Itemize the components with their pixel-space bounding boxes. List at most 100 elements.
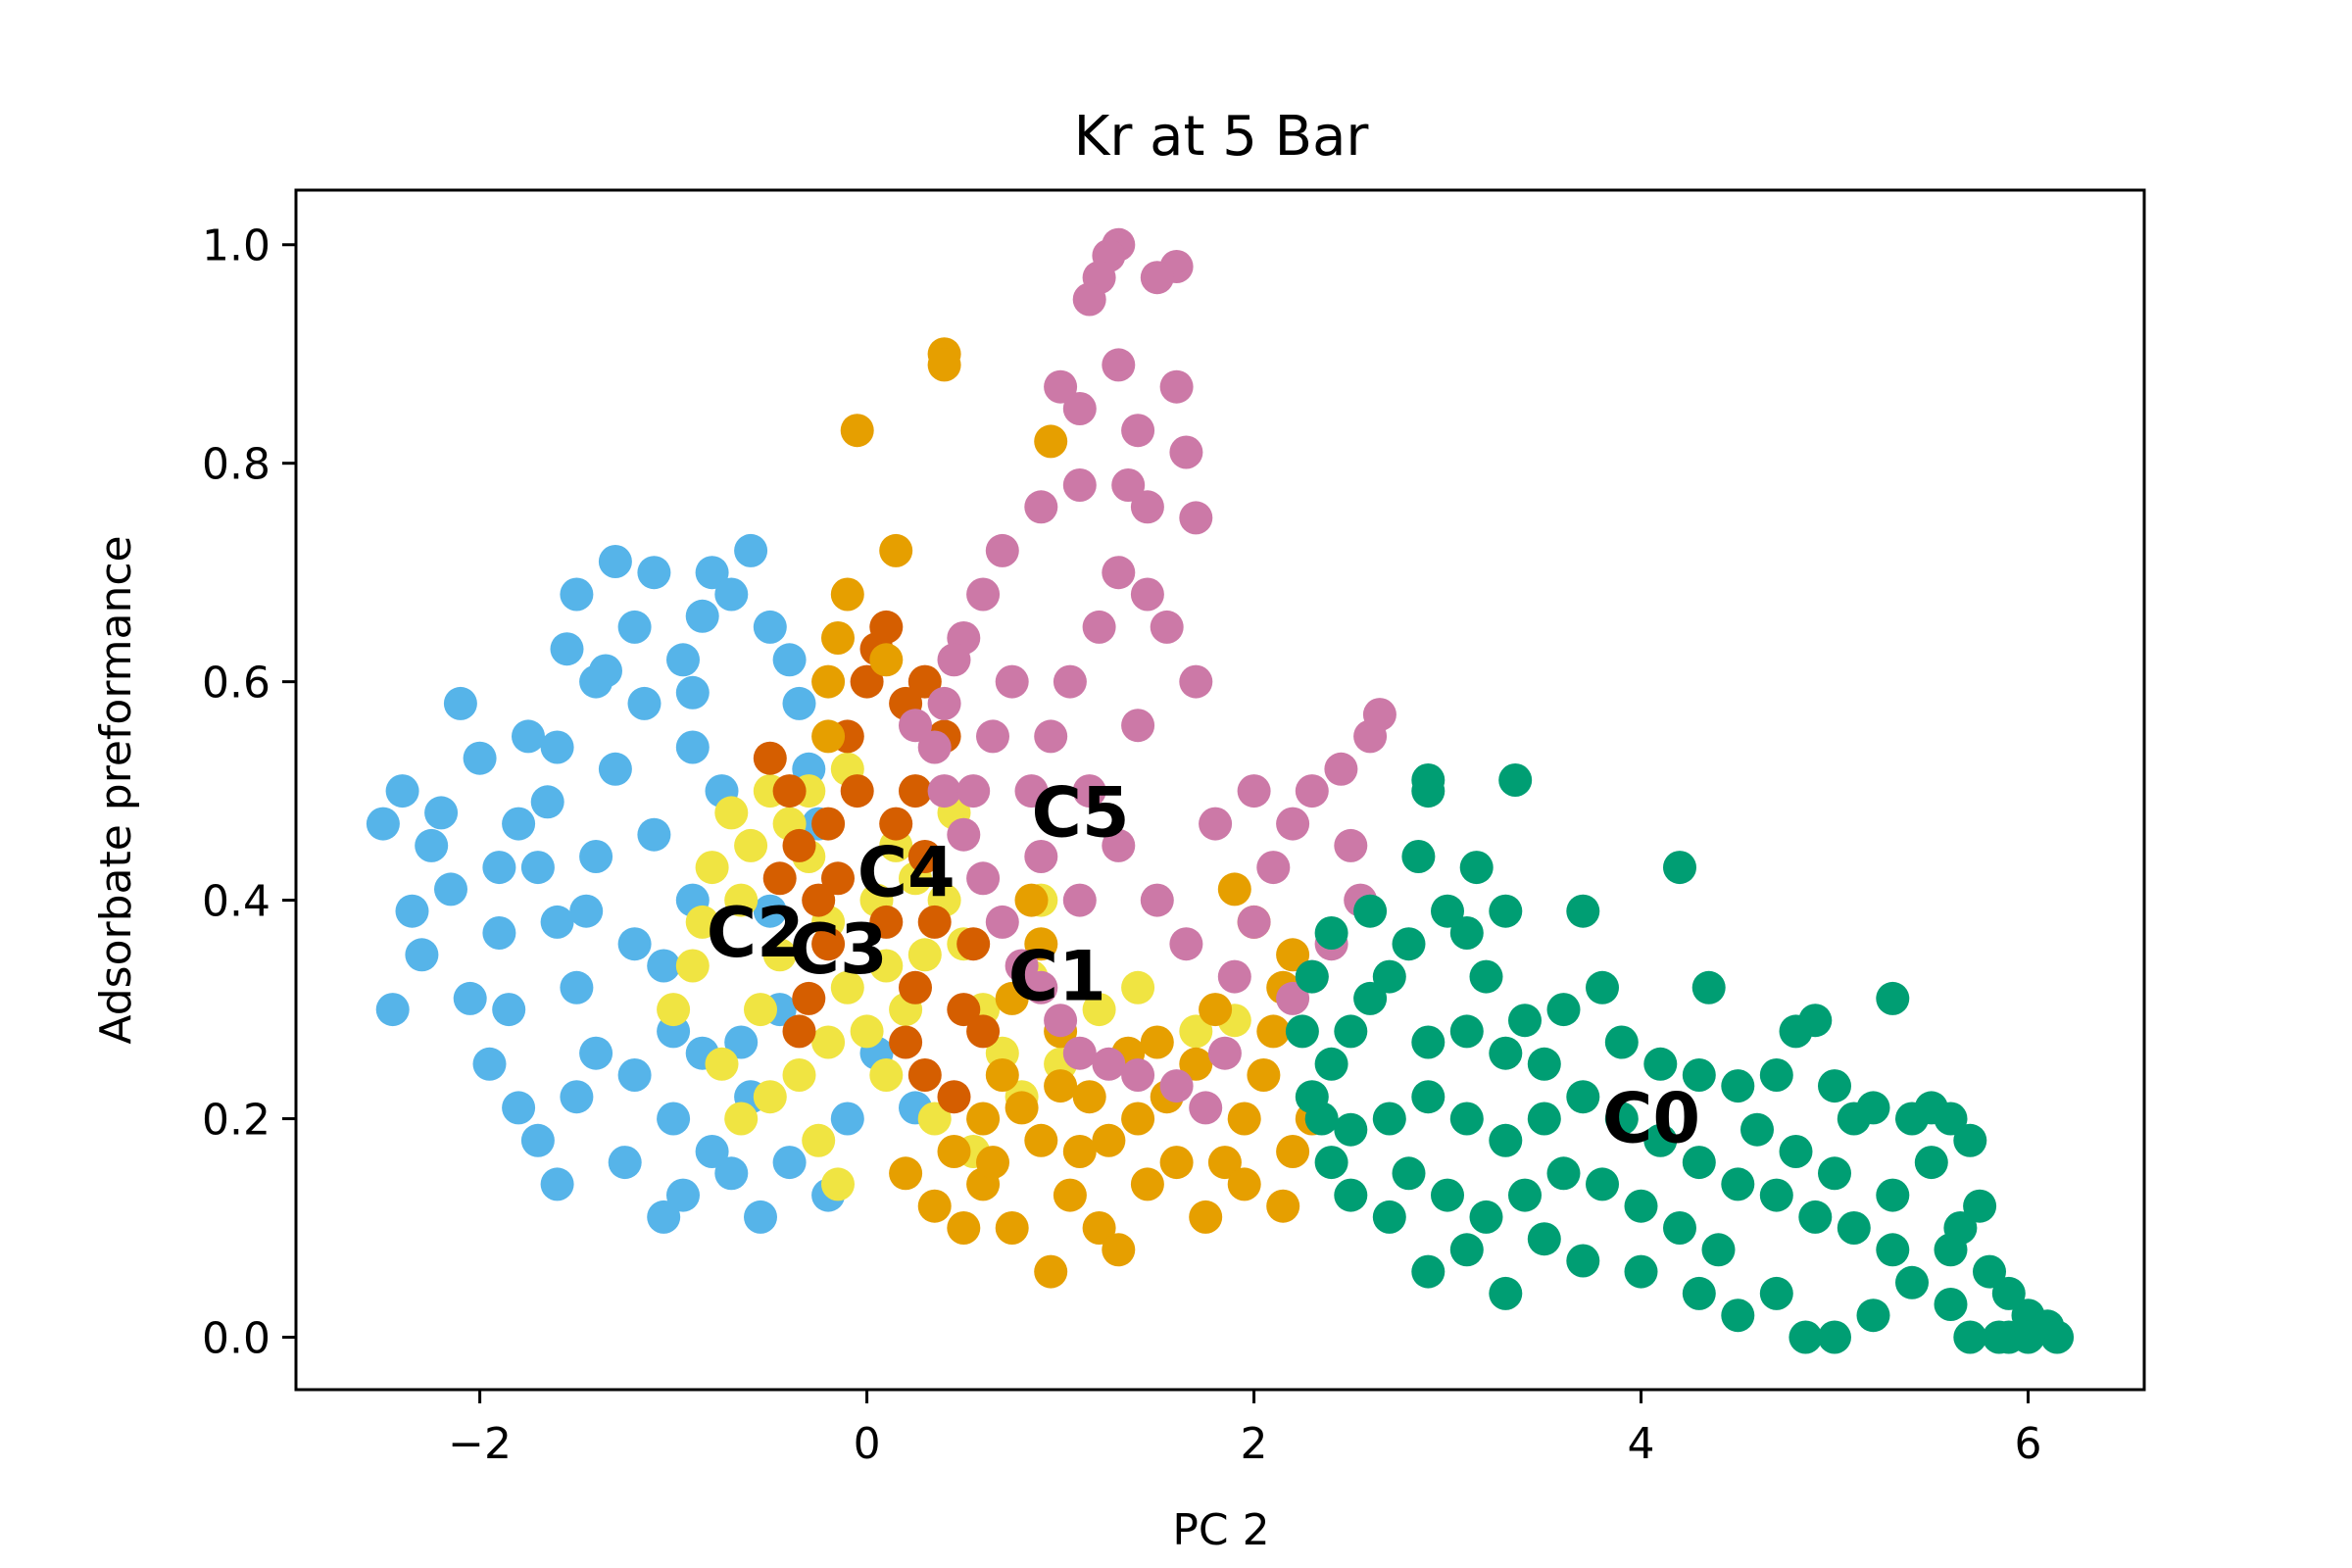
scatter-point-c0	[1449, 1014, 1484, 1049]
scatter-point-c4	[869, 905, 904, 939]
scatter-point-c1	[821, 621, 855, 655]
scatter-point-c0	[1334, 1112, 1368, 1147]
scatter-point-c2	[385, 774, 419, 808]
scatter-point-c5	[1053, 664, 1087, 699]
scatter-point-c0	[1353, 981, 1388, 1015]
scatter-point-c5	[1024, 490, 1058, 524]
scatter-point-c3	[685, 905, 719, 939]
scatter-point-c1	[995, 1211, 1029, 1245]
scatter-point-c1	[1247, 1058, 1281, 1092]
scatter-point-c0	[1586, 970, 1619, 1004]
scatter-point-c5	[1207, 1036, 1242, 1070]
scatter-point-c1	[1062, 1135, 1097, 1168]
y-tick-label: 0.2	[202, 1096, 270, 1146]
scatter-point-c4	[899, 774, 932, 808]
scatter-point-c1	[966, 1102, 1001, 1136]
scatter-point-c1	[869, 643, 904, 677]
scatter-point-c5	[1092, 1047, 1126, 1081]
scatter-point-c5	[985, 905, 1019, 939]
scatter-point-c0	[1431, 1178, 1464, 1212]
scatter-point-c1	[1102, 1233, 1136, 1267]
scatter-point-c2	[512, 719, 545, 754]
scatter-point-c2	[530, 785, 564, 819]
scatter-point-c5	[1072, 282, 1106, 317]
scatter-point-c3	[907, 938, 942, 972]
scatter-point-c5	[1276, 807, 1310, 841]
scatter-point-c1	[1014, 883, 1049, 917]
scatter-point-c2	[724, 1025, 759, 1059]
scatter-point-c3	[869, 949, 904, 983]
scatter-point-c0	[1701, 1233, 1736, 1267]
scatter-point-c1	[840, 414, 874, 448]
scatter-point-c0	[1527, 1047, 1561, 1081]
scatter-point-c4	[802, 883, 836, 917]
scatter-point-c2	[782, 686, 816, 720]
scatter-point-c0	[1566, 1080, 1600, 1114]
scatter-point-c5	[1102, 556, 1136, 590]
scatter-point-c1	[1092, 1123, 1126, 1157]
scatter-point-c5	[1130, 577, 1164, 612]
scatter-point-c1	[1189, 1200, 1223, 1234]
scatter-point-c2	[830, 1102, 864, 1136]
scatter-point-c2	[608, 1146, 642, 1180]
scatter-point-c5	[966, 861, 1001, 896]
scatter-point-c1	[1266, 1189, 1300, 1223]
scatter-point-c0	[1314, 1146, 1348, 1180]
scatter-point-c4	[792, 981, 826, 1015]
scatter-point-c2	[675, 730, 710, 764]
scatter-point-c5	[1159, 1069, 1194, 1103]
scatter-point-c0	[1508, 1178, 1542, 1212]
scatter-point-c1	[1217, 872, 1251, 906]
scatter-point-c2	[589, 654, 622, 688]
scatter-point-c0	[1934, 1102, 1968, 1136]
scatter-point-c0	[1721, 1298, 1755, 1333]
scatter-point-c2	[415, 828, 449, 862]
scatter-point-c2	[463, 741, 497, 775]
scatter-point-c0	[1643, 1123, 1678, 1157]
scatter-point-c2	[617, 610, 652, 644]
scatter-point-c0	[1759, 1058, 1793, 1092]
scatter-point-c3	[802, 1123, 836, 1157]
scatter-point-c2	[540, 1167, 574, 1201]
scatter-point-c5	[937, 643, 971, 677]
scatter-point-c0	[1411, 1025, 1446, 1059]
scatter-point-c0	[1295, 1080, 1329, 1114]
y-axis-label: Adsorbate preformance	[91, 535, 141, 1044]
scatter-point-c0	[1508, 1004, 1542, 1038]
scatter-point-c0	[1566, 894, 1600, 928]
scatter-point-c2	[617, 1058, 652, 1092]
scatter-point-c5	[1062, 883, 1097, 917]
scatter-point-c5	[956, 774, 991, 808]
scatter-point-c5	[1256, 851, 1291, 885]
scatter-point-c4	[899, 970, 932, 1004]
scatter-point-c4	[840, 774, 874, 808]
scatter-point-c0	[1392, 927, 1426, 961]
scatter-point-c5	[1169, 435, 1203, 469]
scatter-point-c2	[405, 938, 439, 972]
y-tick-label: 0.6	[202, 659, 270, 709]
scatter-point-c1	[1082, 1211, 1116, 1245]
scatter-point-c2	[598, 545, 632, 578]
scatter-point-c2	[472, 1047, 507, 1081]
scatter-point-c0	[1663, 1211, 1696, 1245]
scatter-point-c3	[724, 883, 759, 917]
scatter-point-c1	[1276, 1135, 1310, 1168]
scatter-point-c0	[1489, 1276, 1523, 1310]
scatter-point-c0	[1411, 774, 1446, 808]
scatter-point-c3	[753, 1080, 787, 1114]
scatter-point-c1	[1159, 1146, 1194, 1180]
scatter-point-c0	[1856, 1091, 1890, 1125]
scatter-point-c2	[666, 643, 700, 677]
scatter-point-c5	[1150, 610, 1184, 644]
scatter-point-c0	[1876, 1233, 1910, 1267]
scatter-point-c4	[782, 828, 816, 862]
scatter-point-c2	[627, 686, 662, 720]
cluster-label-c5: C5	[1032, 772, 1130, 853]
scatter-point-c0	[1953, 1123, 1987, 1157]
chart-title: Kr at 5 Bar	[1074, 105, 1370, 169]
scatter-point-c5	[1034, 719, 1068, 754]
x-tick-label: 6	[2015, 1419, 2042, 1469]
scatter-point-c5	[1179, 664, 1213, 699]
plot-area-frame	[294, 188, 2146, 1392]
